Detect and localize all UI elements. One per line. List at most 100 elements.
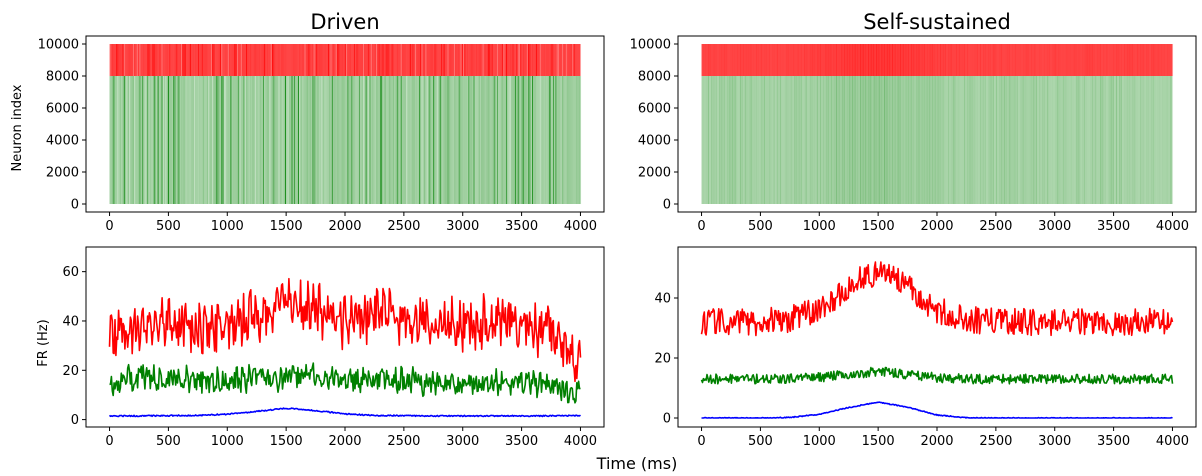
driven-raster-spike-column — [153, 44, 155, 76]
driven-raster-spike-column — [204, 76, 206, 204]
self-raster-spike-column — [1005, 76, 1007, 204]
driven-raster-spike-column — [578, 44, 579, 76]
driven-raster-spike-column — [379, 76, 381, 204]
driven-raster-panel: 0 500 1000 1500 2000 2500 3000 3500 4000 0 2000 400… — [38, 35, 605, 234]
driven-raster-spike-column — [234, 44, 236, 76]
self-raster-spike-column — [978, 44, 979, 76]
self-raster-spike-column — [943, 76, 945, 204]
driven-raster-spike-column — [111, 44, 112, 76]
self-raster-spike-column — [866, 44, 868, 76]
driven-raster-spike-column — [291, 76, 293, 204]
self-raster-spike-column — [786, 76, 788, 204]
self-raster-spike-column — [1004, 44, 1005, 76]
self-raster-spike-column — [744, 76, 746, 204]
self-raster-spike-column — [720, 76, 722, 204]
driven-raster-spike-column — [502, 76, 504, 204]
self-raster-spike-column — [733, 76, 735, 204]
driven-raster-spike-column — [478, 76, 480, 204]
self-raster-spike-column — [744, 44, 746, 76]
self-raster-spike-column — [759, 76, 760, 204]
self-raster-spike-column — [748, 76, 749, 204]
self-raster-spike-column — [767, 44, 769, 76]
self-raster-spike-column — [992, 44, 994, 76]
driven-raster-spike-column — [429, 76, 431, 204]
driven-raster-spike-column — [483, 44, 485, 76]
self-raster-spike-column — [811, 44, 814, 76]
self-raster-spike-column — [1151, 76, 1153, 204]
self-raster-spike-column — [1159, 76, 1161, 204]
driven-raster-spike-column — [486, 44, 488, 76]
driven-raster-excitatory-density — [109, 76, 581, 204]
driven-raster-spike-column — [157, 76, 159, 204]
self-raster-spike-column — [824, 76, 826, 204]
driven-raster-spike-column — [235, 76, 237, 204]
driven-raster-spike-column — [459, 44, 461, 76]
self-raster-spike-column — [749, 76, 751, 204]
self-raster-spike-column — [1155, 44, 1158, 76]
self-raster-spike-column — [867, 44, 870, 76]
driven-raster-spike-gap — [134, 76, 136, 204]
driven-raster-spike-column — [174, 44, 176, 76]
self-raster-spike-column — [808, 44, 810, 76]
driven-raster-spike-column — [300, 76, 302, 204]
self-raster-spike-column — [1151, 44, 1153, 76]
driven-raster-spike-column — [491, 44, 493, 76]
self-raster-spike-column — [1109, 76, 1111, 204]
self-raster-spike-column — [888, 44, 890, 76]
driven-raster-spike-column — [545, 76, 546, 204]
driven-raster-spike-column — [390, 76, 392, 204]
self-raster-spike-column — [779, 44, 782, 76]
self-raster-spike-column — [883, 76, 886, 204]
driven-raster-spike-column — [573, 76, 575, 204]
driven-raster-spike-gap — [144, 76, 146, 204]
driven-raster-spike-column — [470, 76, 472, 204]
self-raster-spike-column — [1077, 76, 1079, 204]
driven-raster-spike-column — [525, 44, 527, 76]
driven-fr-series-blue — [108, 407, 581, 418]
self-raster-spike-column — [922, 44, 924, 76]
driven-raster-spike-column — [500, 44, 502, 76]
self-raster-spike-column — [785, 44, 786, 76]
driven-raster-spike-column — [148, 44, 150, 76]
driven-raster-spike-column — [554, 76, 556, 204]
driven-raster-spike-column — [395, 76, 397, 204]
self-raster-spike-column — [739, 44, 742, 76]
self-raster-spike-column — [731, 76, 734, 204]
driven-raster-spike-column — [123, 76, 125, 204]
driven-raster-spike-column — [409, 76, 411, 204]
driven-raster-spike-column — [312, 44, 314, 76]
self-raster-spike-column — [747, 44, 750, 76]
driven-raster-spike-column — [331, 76, 333, 204]
driven-raster-spike-column — [547, 44, 549, 76]
self-raster-spike-column — [712, 44, 714, 76]
self-raster-spike-column — [1172, 76, 1173, 204]
driven-raster-spike-column — [465, 44, 467, 76]
driven-raster-spike-column — [417, 76, 419, 204]
driven-raster-spike-column — [400, 76, 402, 204]
self-raster-spike-column — [754, 44, 756, 76]
self-raster-spike-column — [1145, 76, 1146, 204]
driven-raster-spike-column — [203, 44, 205, 76]
self-raster-spike-column — [1050, 44, 1051, 76]
driven-raster-spike-column — [114, 44, 116, 76]
driven-raster-spike-column — [407, 76, 408, 204]
self-raster-spike-column — [837, 76, 839, 204]
driven-raster-spike-column — [436, 76, 437, 204]
driven-raster-spike-column — [446, 44, 447, 76]
driven-raster-spike-column — [274, 76, 276, 204]
driven-raster-spike-column — [261, 44, 263, 76]
self-raster-spike-column — [975, 44, 977, 76]
self-raster-spike-column — [1131, 76, 1134, 204]
driven-raster-spike-column — [205, 76, 207, 204]
driven-raster-spike-gap — [363, 76, 364, 204]
driven-raster-spike-gap — [129, 76, 130, 204]
driven-raster-spike-column — [273, 76, 275, 204]
driven-raster-spike-column — [233, 44, 234, 76]
driven-raster-spike-column — [366, 76, 368, 204]
driven-raster-spike-column — [295, 76, 297, 204]
self-fr-xtick-label: 1500 — [862, 434, 895, 449]
self-raster-spike-column — [768, 44, 770, 76]
self-raster-spike-column — [1038, 44, 1039, 76]
driven-raster-spike-column — [169, 76, 171, 204]
self-raster-spike-column — [891, 76, 894, 204]
